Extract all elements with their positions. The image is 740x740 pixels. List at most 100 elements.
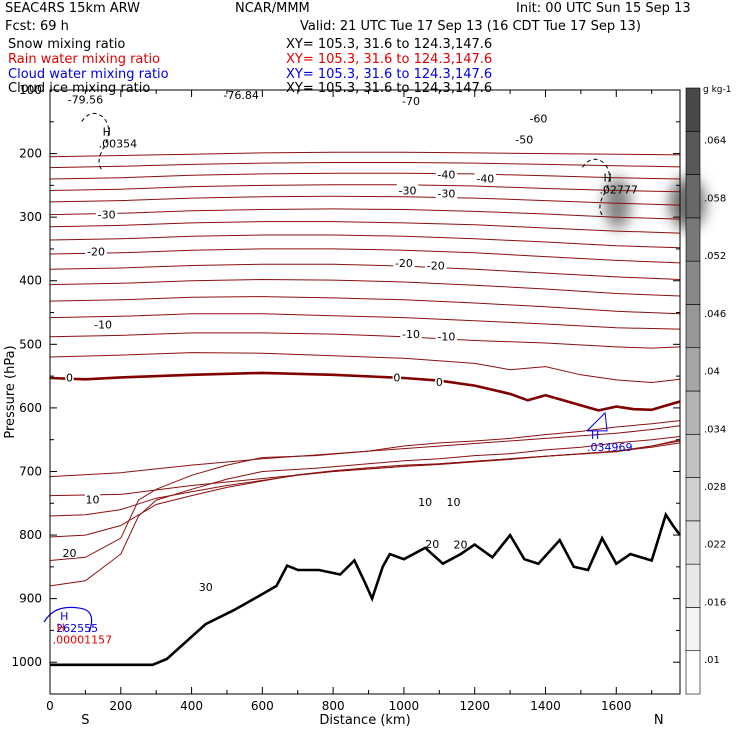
colorbar-tick-label: .022 — [704, 540, 726, 551]
contour-label: 20 — [62, 547, 76, 560]
legend-snow-name: Snow mixing ratio — [8, 37, 126, 52]
init-time: Init: 00 UTC Sun 15 Sep 13 — [516, 1, 691, 16]
temperature-contour-m5 — [49, 352, 681, 384]
feature-max-label: H — [57, 622, 65, 635]
temperature-contour-m35 — [49, 248, 681, 264]
y-tick-label: 1000 — [11, 655, 42, 669]
colorbar-segment — [685, 347, 701, 392]
colorbar-tick-label: .034 — [704, 424, 726, 435]
temperature-contour-10 — [49, 440, 681, 497]
contour-label: -60 — [529, 113, 547, 126]
contour-label-bg — [92, 317, 114, 330]
colorbar-segment — [685, 433, 701, 478]
contour-label: -40 — [476, 172, 494, 185]
x-tick-label: 600 — [251, 699, 274, 713]
colorbar-tick-label: .058 — [704, 193, 726, 204]
temperature-contour-m55 — [49, 195, 681, 206]
terrain-line — [50, 511, 682, 667]
feature-max-label: H — [603, 171, 611, 184]
colorbar-tick-label: .04 — [704, 367, 720, 378]
legend-cloud-ice-xy: XY= 105.3, 31.6 to 124.3,147.6 — [286, 81, 493, 96]
legend-cloud-water-name: Cloud water mixing ratio — [8, 67, 169, 82]
valid-time: Valid: 21 UTC Tue 17 Sep 13 (16 CDT Tue … — [300, 19, 641, 34]
x-axis-label: Distance (km) — [319, 713, 410, 728]
contour-label: 20 — [454, 539, 468, 552]
contour-label-bg — [425, 258, 447, 271]
contour-label: -10 — [402, 328, 420, 341]
colorbar-segment — [685, 607, 701, 652]
x-end-label-north: N — [654, 713, 664, 728]
terrain-fill — [50, 514, 680, 694]
legend-rain-xy: XY= 105.3, 31.6 to 124.3,147.6 — [286, 52, 493, 67]
feature-max-value: .02777 — [599, 183, 638, 196]
contour-label-bg — [453, 537, 469, 550]
x-tick-label: 0 — [46, 699, 54, 713]
y-tick-label: 200 — [19, 147, 42, 161]
contour-label: 10 — [418, 496, 432, 509]
x-tick-label: 1200 — [459, 699, 490, 713]
colorbar-tick-label: .01 — [704, 655, 720, 666]
contour-label-bg — [435, 329, 458, 342]
colorbar-segment — [685, 304, 701, 349]
organization: NCAR/MMM — [235, 1, 310, 16]
temperature-contour-30 — [49, 436, 681, 587]
legend-cloud-ice-name: Cloud ice mixing ratio — [8, 81, 151, 96]
contour-label-bg — [198, 580, 214, 593]
contour-label-bg — [435, 374, 444, 387]
contour-label: -40 — [437, 169, 455, 182]
y-tick-label: 700 — [19, 464, 42, 478]
colorbar-segment — [685, 477, 701, 522]
plot-frame — [49, 89, 681, 695]
contour-label-bg — [84, 492, 100, 505]
contour-label: -30 — [98, 209, 116, 222]
y-tick-label: 400 — [19, 274, 42, 288]
colorbar-segment — [685, 260, 701, 305]
feature-max-value: .00001157 — [53, 634, 113, 647]
contour-label-bg — [392, 370, 402, 383]
y-tick-label: 600 — [19, 401, 42, 415]
x-tick-label: 1600 — [601, 699, 632, 713]
y-tick-label: 500 — [19, 337, 42, 351]
temperature-contour-m50 — [49, 208, 681, 220]
contour-label: 30 — [199, 581, 213, 594]
contour-label-bg — [61, 545, 77, 558]
contour-label-bg — [435, 167, 458, 180]
legend-snow-xy: XY= 105.3, 31.6 to 124.3,147.6 — [286, 37, 493, 52]
temperature-contour-m75 — [49, 151, 681, 158]
temperature-contour-m70 — [49, 162, 681, 169]
temperature-contour-m10 — [49, 332, 681, 349]
temperature-contour-m40 — [49, 234, 681, 249]
contour-label: 20 — [425, 538, 439, 551]
temperature-contour-m60 — [49, 184, 681, 193]
temperature-contour-m15 — [49, 313, 681, 330]
colorbar-segment — [685, 87, 701, 132]
colorbar-segment — [685, 390, 701, 435]
contour-label: -10 — [437, 331, 455, 344]
contour-label: -50 — [515, 134, 533, 147]
x-tick-label: 200 — [109, 699, 132, 713]
colorbar-tick-label: .028 — [704, 482, 726, 493]
feature-max-value: .00354 — [99, 138, 138, 151]
contour-label-bg — [435, 186, 458, 199]
contour-label: 0 — [393, 371, 400, 384]
contour-label-bg — [220, 88, 262, 101]
contour-label: 10 — [446, 496, 460, 509]
temperature-contour-5 — [49, 425, 681, 478]
contour-label-bg — [400, 93, 422, 106]
colorbar-segment — [685, 174, 701, 219]
temperature-contour-0 — [49, 371, 681, 412]
temperature-contour-20 — [49, 442, 681, 538]
y-tick-label: 900 — [19, 592, 42, 606]
forecast-hour: Fcst: 69 h — [5, 19, 69, 34]
feature-max-label: H — [591, 429, 599, 442]
contour-label-bg — [64, 92, 106, 105]
x-tick-label: 800 — [322, 699, 345, 713]
contour-label: 10 — [85, 493, 99, 506]
temperature-contour-m20 — [49, 296, 681, 315]
y-tick-label: 100 — [19, 83, 42, 97]
y-axis-label: Pressure (hPa) — [3, 345, 18, 438]
legend-cloud-water-xy: XY= 105.3, 31.6 to 124.3,147.6 — [286, 67, 493, 82]
contour-label-bg — [65, 370, 74, 383]
feature-max-label: H — [60, 610, 68, 623]
